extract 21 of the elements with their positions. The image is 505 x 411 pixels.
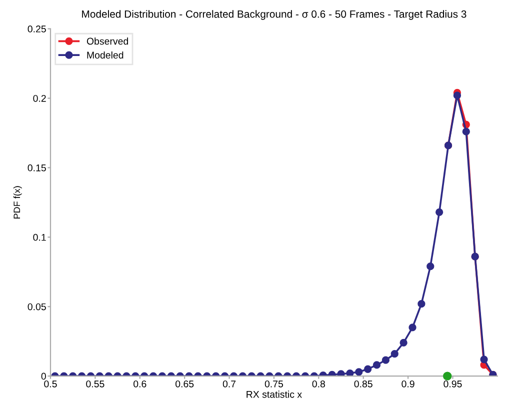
x-tick-label: 0.95 xyxy=(444,380,462,388)
y-tick-label: 0 xyxy=(41,372,46,380)
x-tick-label: 0.6 xyxy=(134,380,146,388)
x-axis-title: RX statistic x xyxy=(246,390,302,398)
y-tick-label: 0.2 xyxy=(33,94,46,102)
x-tick-label: 0.65 xyxy=(175,380,194,388)
x-tick-label: 0.7 xyxy=(222,380,236,388)
legend-label: Observed xyxy=(86,38,128,45)
x-tick-label: 0.8 xyxy=(312,380,325,388)
x-tick-label: 0.85 xyxy=(354,380,372,388)
x-tick-label: 0.75 xyxy=(264,380,284,388)
x-tick-label: 0.5 xyxy=(44,380,57,388)
chart-title: Modeled Distribution - Correlated Background - σ 0.6 - 50 Frames - Target Radius 3 xyxy=(82,10,466,20)
x-tick-label: 0.9 xyxy=(402,380,414,388)
y-tick-label: 0.1 xyxy=(33,234,46,241)
legend-label: Modeled xyxy=(87,51,124,59)
x-tick-label: 0.55 xyxy=(86,380,104,388)
y-tick-label: 0.15 xyxy=(28,164,46,172)
y-tick-label: 0.25 xyxy=(28,26,46,32)
y-tick-label: 0.05 xyxy=(28,303,46,310)
y-axis-title: PDF f(x) xyxy=(13,186,22,218)
